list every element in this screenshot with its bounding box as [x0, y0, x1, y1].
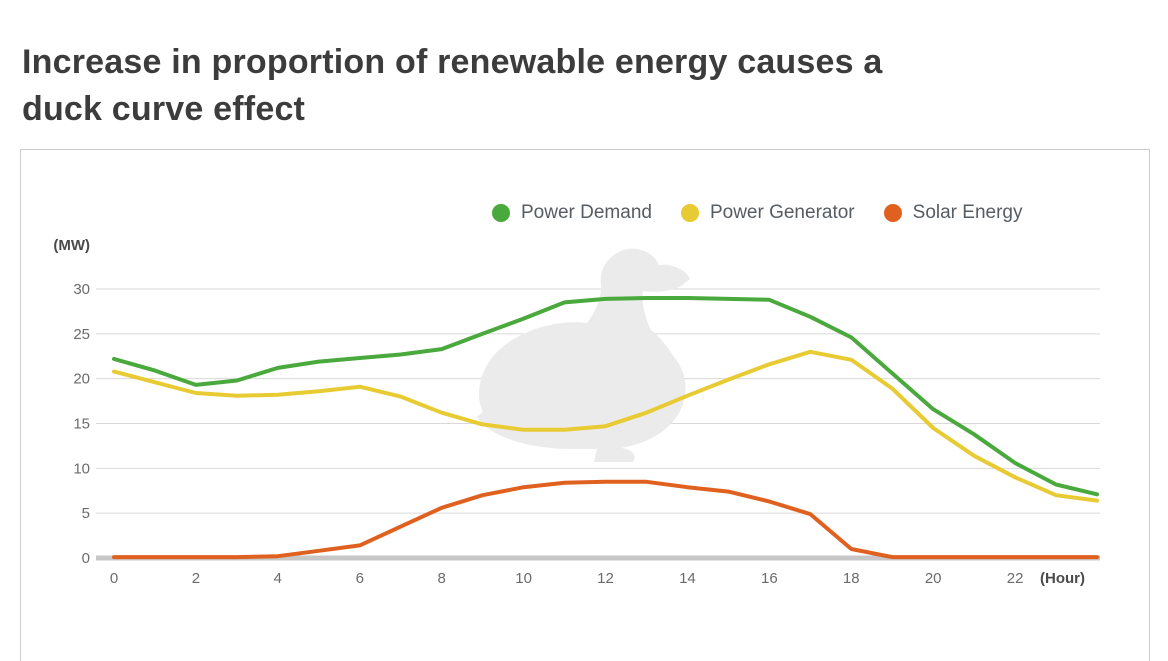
y-tick-label: 30 [73, 281, 90, 298]
x-tick-label: 10 [515, 570, 532, 587]
x-tick-label: 4 [274, 570, 282, 587]
x-tick-label: 2 [192, 570, 200, 587]
x-tick-label: 12 [597, 570, 614, 587]
y-tick-label: 5 [82, 505, 90, 522]
legend-item-solar-energy[interactable]: Solar Energy [883, 202, 1023, 224]
legend-label-power-generator: Power Generator [709, 202, 855, 223]
legend-marker-power-demand-icon [492, 204, 510, 222]
y-tick-label: 10 [73, 460, 90, 477]
legend-label-solar-energy: Solar Energy [912, 202, 1023, 223]
series-line-power-demand [112, 296, 1099, 497]
chart-legend: Power Demand Power Generator Solar Energ… [492, 202, 1022, 224]
x-tick-label: 16 [761, 570, 778, 587]
x-tick-label: 18 [843, 570, 860, 587]
page-title: Increase in proportion of renewable ener… [22, 42, 883, 128]
legend-marker-solar-energy-icon [883, 204, 902, 222]
x-tick-label: 14 [679, 570, 696, 587]
duck-silhouette-watermark [477, 248, 690, 462]
y-tick-label: 20 [73, 371, 90, 388]
series-line-solar-energy [112, 479, 1099, 560]
legend-item-power-demand[interactable]: Power Demand [492, 202, 652, 224]
y-tick-label: 15 [73, 416, 90, 433]
x-tick-label: 20 [925, 570, 942, 587]
x-tick-label: 0 [110, 570, 118, 587]
x-tick-label: 8 [437, 570, 445, 587]
legend-item-power-generator[interactable]: Power Generator [680, 202, 855, 224]
y-tick-label: 0 [82, 550, 90, 567]
chart-series-lines [112, 296, 1099, 560]
x-axis-unit-label: (Hour) [1040, 570, 1085, 587]
chart-tick-labels: 0 5 10 15 20 25 30 0 2 4 6 8 10 12 14 16 18 20 22 [73, 281, 1023, 587]
legend-marker-power-generator-icon [680, 204, 699, 222]
x-tick-label: 22 [1007, 570, 1024, 587]
legend-label-power-demand: Power Demand [521, 202, 652, 223]
x-tick-label: 6 [356, 570, 364, 587]
series-line-power-generator [112, 349, 1099, 503]
y-tick-label: 25 [73, 326, 90, 343]
y-axis-unit-label: (MW) [53, 237, 90, 254]
